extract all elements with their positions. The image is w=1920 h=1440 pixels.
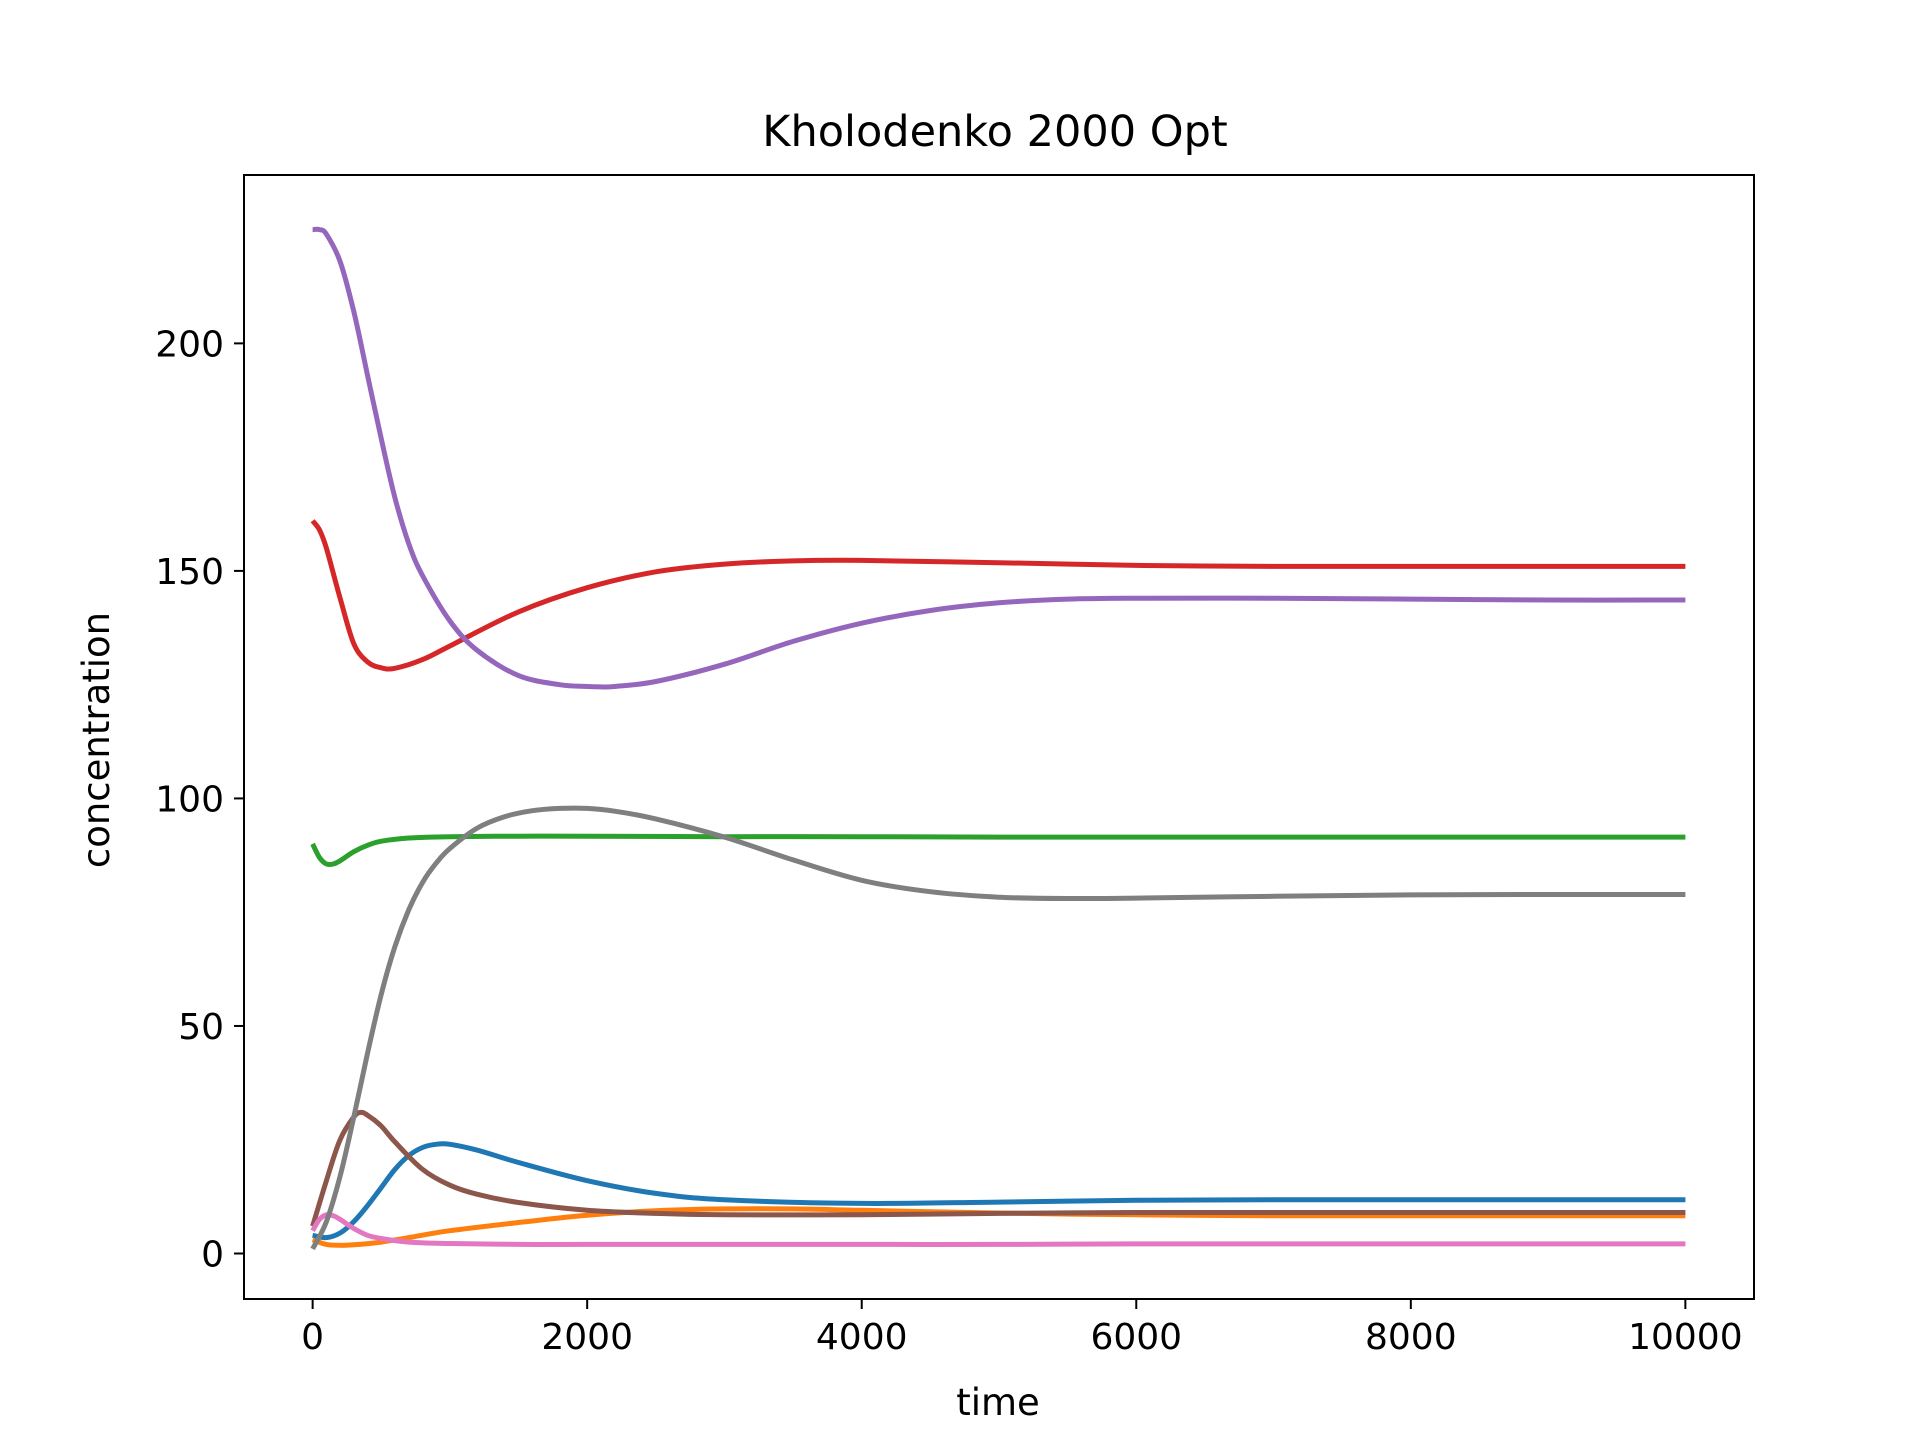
y-tick-label: 200 (155, 324, 224, 365)
x-tick-label: 10000 (1628, 1317, 1743, 1358)
series-line-2 (311, 1206, 1686, 1248)
x-tick-label: 2000 (541, 1317, 633, 1358)
series-line-1 (312, 1141, 1686, 1241)
series-line-5 (312, 226, 1686, 690)
y-tick-label: 100 (155, 779, 224, 820)
x-axis-label: time (956, 1381, 1040, 1424)
series-line-3 (310, 833, 1686, 868)
series-line-8 (310, 805, 1686, 1251)
plot-frame (243, 174, 1755, 1300)
y-tick-label: 0 (201, 1234, 224, 1275)
y-axis-ticks: 0 50 100 150 200 (155, 324, 244, 1275)
x-tick-label: 6000 (1090, 1317, 1182, 1358)
plot-series-group (310, 226, 1686, 1251)
x-tick-label: 8000 (1365, 1317, 1457, 1358)
chart-title: Kholodenko 2000 Opt (762, 107, 1227, 157)
y-axis-label: concentration (75, 612, 118, 868)
y-tick-label: 150 (155, 552, 224, 593)
x-tick-label: 4000 (816, 1317, 908, 1358)
series-line-7 (310, 1212, 1686, 1247)
series-line-4 (310, 519, 1686, 672)
x-tick-label: 0 (301, 1317, 324, 1358)
x-axis-ticks: 0 2000 4000 6000 8000 10000 (301, 1299, 1743, 1358)
series-line-6 (310, 1109, 1686, 1227)
y-tick-label: 50 (178, 1007, 224, 1048)
